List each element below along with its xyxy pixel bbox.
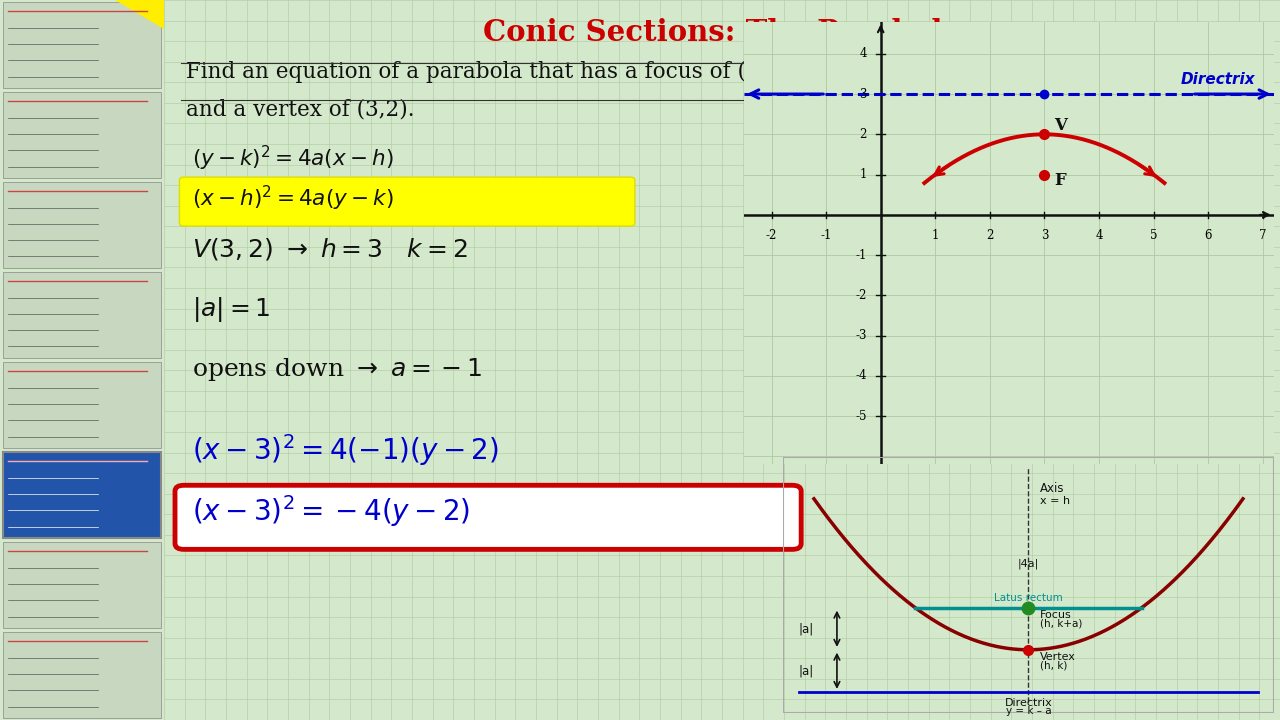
Text: 2: 2 <box>860 128 867 141</box>
Text: $(y - k)^2 = 4a(x - h)$: $(y - k)^2 = 4a(x - h)$ <box>192 144 393 174</box>
Text: opens down $\rightarrow\ a = -1$: opens down $\rightarrow\ a = -1$ <box>192 356 483 383</box>
Text: $(x - 3)^2 = -4(y - 2)$: $(x - 3)^2 = -4(y - 2)$ <box>192 493 470 529</box>
Text: 4: 4 <box>860 48 867 60</box>
Text: Focus: Focus <box>1039 610 1071 619</box>
Bar <box>4 92 160 178</box>
Text: 3: 3 <box>1041 229 1048 242</box>
Text: 1: 1 <box>860 168 867 181</box>
Bar <box>4 182 160 268</box>
Bar <box>4 632 160 718</box>
Text: 1: 1 <box>932 229 940 242</box>
Text: -5: -5 <box>855 410 867 423</box>
Text: $V(3, 2)\ \rightarrow\ h = 3\quad k = 2$: $V(3, 2)\ \rightarrow\ h = 3\quad k = 2$ <box>192 236 467 262</box>
Text: Vertex: Vertex <box>1039 652 1075 662</box>
Text: 2: 2 <box>986 229 993 242</box>
Text: (h, k+a): (h, k+a) <box>1039 619 1083 629</box>
Text: Axis: Axis <box>1039 482 1065 495</box>
Text: -2: -2 <box>765 229 777 242</box>
Text: Find an equation of a parabola that has a focus of (3,1): Find an equation of a parabola that has … <box>186 61 788 84</box>
Text: Directrix: Directrix <box>1181 72 1256 87</box>
Text: V: V <box>1055 117 1068 135</box>
Text: |4a|: |4a| <box>1018 559 1039 570</box>
Bar <box>4 2 160 88</box>
Text: 7: 7 <box>1260 229 1266 242</box>
Text: |a|: |a| <box>799 622 814 635</box>
Text: -2: -2 <box>855 289 867 302</box>
Text: 3: 3 <box>860 88 867 101</box>
Text: 5: 5 <box>1149 229 1157 242</box>
Text: y = k – a: y = k – a <box>1006 706 1051 716</box>
Text: $(x - h)^2 = 4a(y - k)$: $(x - h)^2 = 4a(y - k)$ <box>192 184 393 213</box>
Bar <box>4 452 160 538</box>
Text: Conic Sections: The Parabola: Conic Sections: The Parabola <box>483 18 961 47</box>
Text: -1: -1 <box>820 229 832 242</box>
Text: -1: -1 <box>855 248 867 261</box>
Polygon shape <box>115 0 164 29</box>
Text: -3: -3 <box>855 329 867 342</box>
Text: $(x - 3)^2 = 4(-1)(y - 2)$: $(x - 3)^2 = 4(-1)(y - 2)$ <box>192 432 499 468</box>
Text: 6: 6 <box>1204 229 1212 242</box>
Bar <box>4 272 160 358</box>
Text: F: F <box>1055 171 1066 189</box>
Text: Directrix: Directrix <box>1005 698 1052 708</box>
Text: (h, k): (h, k) <box>1039 661 1068 671</box>
Text: -4: -4 <box>855 369 867 382</box>
Text: $|a| = 1$: $|a| = 1$ <box>192 295 270 324</box>
Text: x = h: x = h <box>1039 495 1070 505</box>
Bar <box>4 362 160 448</box>
Bar <box>4 542 160 628</box>
Text: |a|: |a| <box>799 665 814 678</box>
FancyBboxPatch shape <box>175 485 801 549</box>
Bar <box>783 457 1274 713</box>
Text: and a vertex of (3,2).: and a vertex of (3,2). <box>186 99 415 121</box>
Text: Latus rectum: Latus rectum <box>995 593 1062 603</box>
FancyBboxPatch shape <box>179 177 635 226</box>
Text: 4: 4 <box>1096 229 1102 242</box>
